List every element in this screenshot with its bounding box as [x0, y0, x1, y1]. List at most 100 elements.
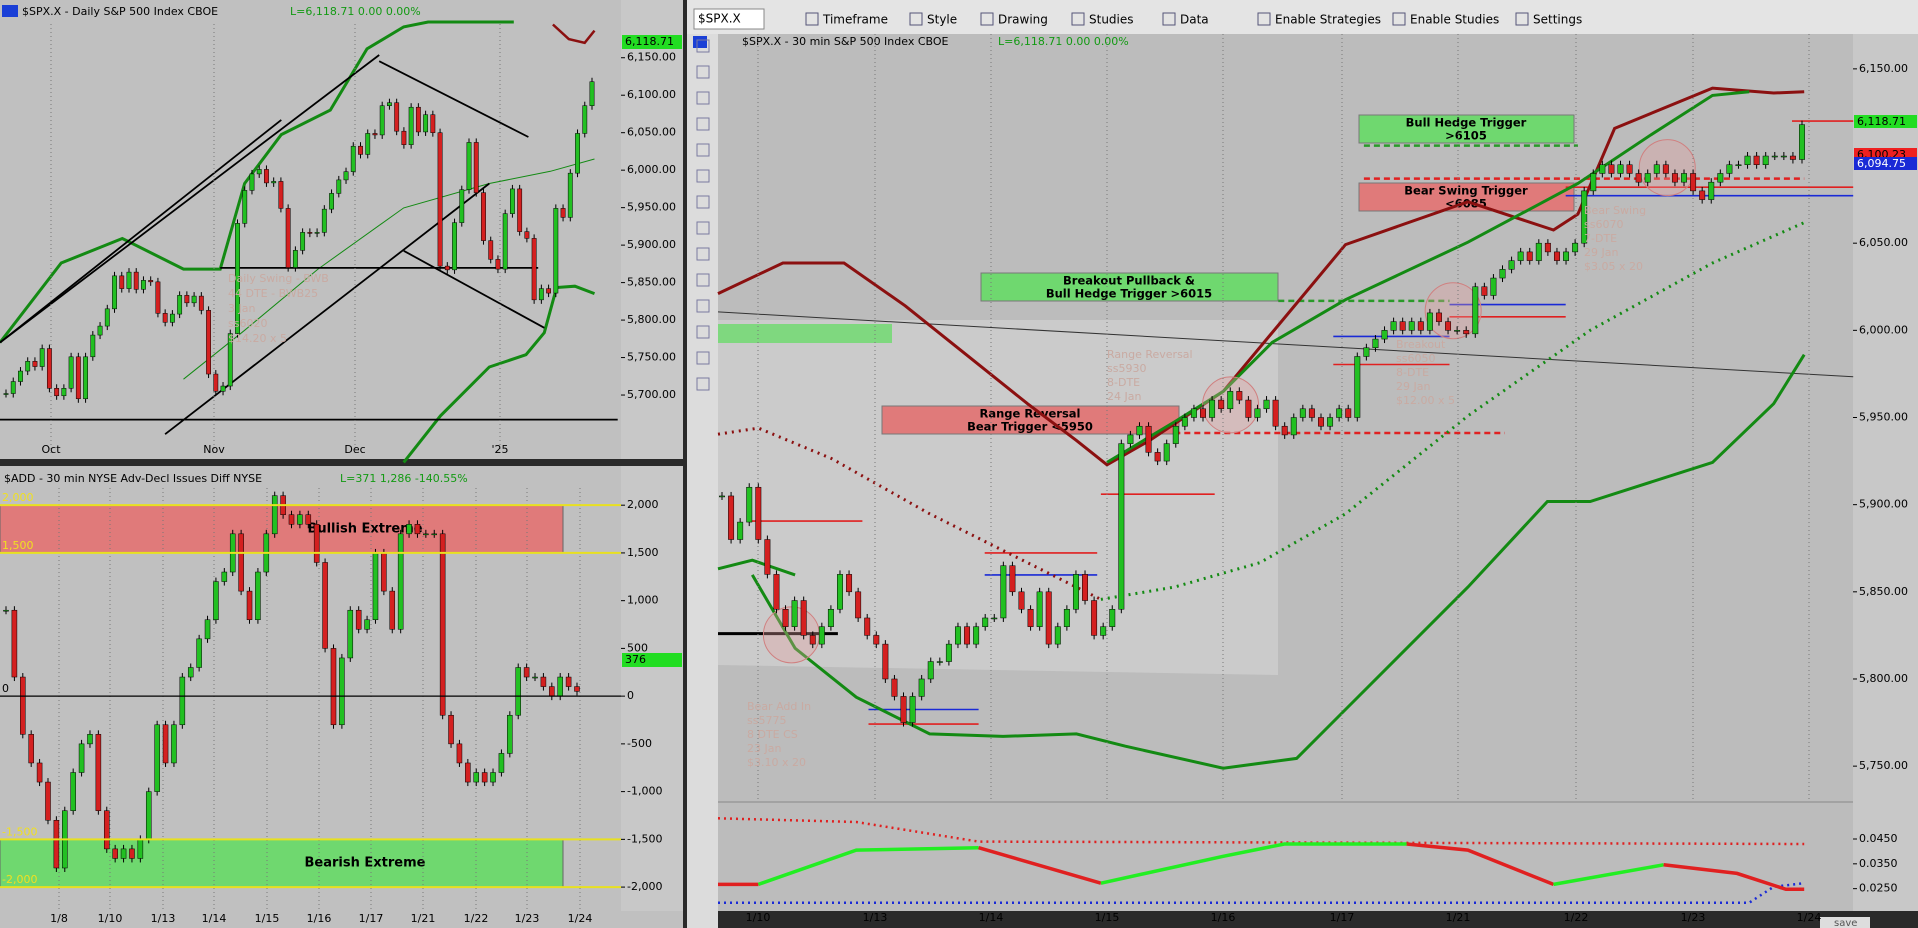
candle [553, 208, 559, 294]
drawing-tool[interactable] [696, 273, 710, 287]
candle [305, 514, 312, 525]
study-line [402, 284, 596, 464]
candle [444, 265, 450, 271]
y-tick-label: 6,050.00 [1859, 236, 1908, 249]
trigger-box [881, 405, 1180, 435]
study-line [717, 558, 796, 577]
note: 7-DTE [1584, 232, 1617, 245]
candle [481, 772, 488, 783]
study-line [0, 54, 380, 344]
candle [256, 169, 262, 175]
drawing-tool[interactable] [696, 299, 710, 313]
candle [213, 581, 219, 621]
candle [964, 626, 971, 645]
y-tick-label: 5,800.00 [1859, 672, 1908, 685]
toolbar-button[interactable]: Studies [1089, 13, 1134, 27]
price-flag-label: 6,118.71 [1857, 115, 1906, 128]
study-line [1100, 842, 1407, 885]
symbol-input[interactable]: $SPX.X [698, 12, 741, 26]
save-label[interactable]: save [1834, 918, 1857, 928]
note: ss6020 [228, 317, 267, 330]
study-line [0, 20, 514, 344]
candle [339, 657, 345, 726]
date-label: '25 [491, 443, 508, 456]
candle [1136, 425, 1143, 436]
candle [288, 514, 295, 525]
candle [1681, 173, 1687, 183]
drawing-tool[interactable] [696, 91, 710, 105]
candle [546, 288, 552, 294]
drawing-tool[interactable] [696, 117, 710, 131]
toolbar-button[interactable]: Timeframe [822, 13, 888, 27]
toolbar-button[interactable]: Enable Strategies [1275, 13, 1381, 27]
toolbar-button[interactable]: Data [1180, 13, 1209, 27]
toolbar-icon[interactable] [1392, 12, 1406, 26]
toolbar-button[interactable]: Enable Studies [1410, 13, 1499, 27]
note: 29 Jan [1584, 246, 1618, 259]
candle [1599, 164, 1606, 174]
toolbar-icon[interactable] [1071, 12, 1085, 26]
toolbar-icon[interactable] [1515, 12, 1529, 26]
drawing-tool[interactable] [696, 221, 710, 235]
drawing-tool[interactable] [696, 325, 710, 339]
candle [1172, 425, 1179, 444]
date-label: 1/17 [1330, 911, 1355, 924]
toolbar-button[interactable]: Drawing [998, 13, 1048, 27]
candle [3, 393, 9, 395]
date-label: Oct [41, 443, 61, 456]
zone [718, 324, 892, 343]
toolbar-icon[interactable] [1162, 12, 1176, 26]
y-tick-label: 0.0450 [1859, 832, 1898, 845]
toolbar-icon[interactable] [1257, 12, 1271, 26]
candle [372, 552, 379, 621]
candle [1690, 173, 1697, 192]
drawing-tool[interactable] [696, 195, 710, 209]
candle [437, 132, 443, 267]
y-tick-label: 0.0250 [1859, 882, 1898, 895]
candle [196, 638, 202, 668]
candle [1218, 399, 1225, 410]
save-button[interactable] [1820, 917, 1870, 928]
candle [20, 676, 26, 735]
drawing-tool[interactable] [696, 377, 710, 391]
toolbar-icon[interactable] [909, 12, 923, 26]
drawing-tool[interactable] [696, 351, 710, 365]
candle [133, 271, 139, 290]
y-tick-label: 1,000 [627, 594, 659, 607]
candle [1036, 591, 1043, 627]
candle [129, 848, 135, 859]
toolbar-icon[interactable] [980, 12, 994, 26]
candle [882, 643, 889, 680]
toolbar-button[interactable]: Settings [1533, 13, 1582, 27]
drawing-tool[interactable] [696, 65, 710, 79]
y-tick-label: -1,000 [627, 785, 662, 798]
note: $3.10 x 20 [747, 756, 806, 769]
candle [206, 310, 211, 375]
note: ss6070 [1584, 218, 1623, 231]
note: ss5775 [747, 714, 786, 727]
symbol-box[interactable] [693, 8, 765, 30]
candle [827, 609, 834, 627]
candle [791, 600, 798, 627]
drawing-tool[interactable] [696, 169, 710, 183]
price-flag-label: 6,094.75 [1857, 157, 1906, 170]
candle [32, 361, 38, 367]
toolbar-button[interactable]: Style [927, 13, 957, 27]
date-label: 1/10 [746, 911, 771, 924]
candle [1526, 251, 1533, 261]
candle [1000, 565, 1007, 619]
candle [347, 609, 354, 659]
date-label: 1/21 [1446, 911, 1471, 924]
candle [891, 678, 898, 697]
drawing-tool[interactable] [696, 143, 710, 157]
candle [473, 142, 479, 193]
drawing-tool[interactable] [696, 39, 710, 53]
drawing-tool[interactable] [696, 247, 710, 261]
symbol-icon [2, 5, 18, 17]
candle [982, 617, 989, 627]
candle [154, 724, 160, 792]
last-flag [622, 35, 682, 49]
toolbar-icon[interactable] [805, 12, 819, 26]
candle [1572, 242, 1579, 253]
candle [1771, 155, 1778, 158]
